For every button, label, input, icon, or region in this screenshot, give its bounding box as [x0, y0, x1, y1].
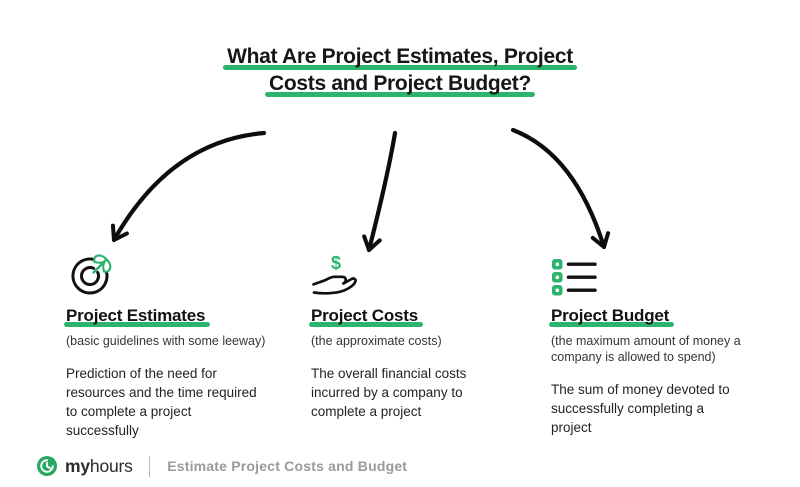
target-dart-icon — [66, 250, 294, 298]
page-title: What Are Project Estimates, Project Cost… — [0, 44, 800, 98]
footer-tagline: Estimate Project Costs and Budget — [167, 458, 408, 474]
body-project-budget: The sum of money devoted to successfully… — [551, 382, 730, 435]
title-line-1: What Are Project Estimates, Project — [223, 44, 577, 71]
footer-divider — [148, 455, 151, 477]
subtitle-project-budget: (the maximum amount of money a company i… — [551, 334, 741, 364]
myhours-logo-icon — [37, 456, 57, 476]
brand-my: my — [65, 455, 90, 476]
dollar-sign: $ — [331, 253, 341, 273]
arrow-left-icon — [110, 130, 267, 243]
title-line-2: Costs and Project Budget? — [264, 71, 536, 98]
hand-dollar-icon: $ — [311, 250, 539, 298]
brand-wordmark: myhours — [65, 456, 133, 477]
body-project-costs: The overall financial costs incurred by … — [311, 366, 467, 419]
subtitle-project-estimates: (basic guidelines with some leeway) — [66, 334, 266, 348]
column-project-costs: $ Project Costs (the approximate costs) … — [309, 250, 539, 421]
subtitle-project-costs: (the approximate costs) — [311, 334, 442, 348]
body-project-estimates: Prediction of the need for resources and… — [66, 366, 257, 438]
heading-project-costs: Project Costs — [309, 305, 423, 328]
checklist-icon — [551, 250, 779, 298]
heading-project-estimates: Project Estimates — [63, 305, 211, 328]
brand-hours: hours — [89, 455, 133, 476]
arrow-right-icon — [510, 127, 611, 250]
column-project-budget: Project Budget (the maximum amount of mo… — [548, 250, 779, 437]
heading-project-budget: Project Budget — [548, 305, 675, 328]
footer: myhours Estimate Project Costs and Budge… — [36, 453, 407, 479]
column-project-estimates: Project Estimates (basic guidelines with… — [63, 250, 294, 440]
arrow-middle-icon — [362, 130, 398, 253]
